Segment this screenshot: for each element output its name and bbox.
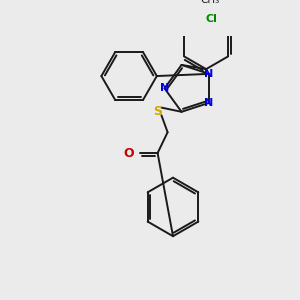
Text: Cl: Cl [205, 14, 217, 24]
Text: CH₃: CH₃ [200, 0, 220, 5]
Text: N: N [205, 69, 214, 79]
Text: O: O [124, 146, 134, 160]
Text: N: N [205, 98, 214, 108]
Text: S: S [153, 105, 162, 118]
Text: N: N [160, 83, 169, 93]
